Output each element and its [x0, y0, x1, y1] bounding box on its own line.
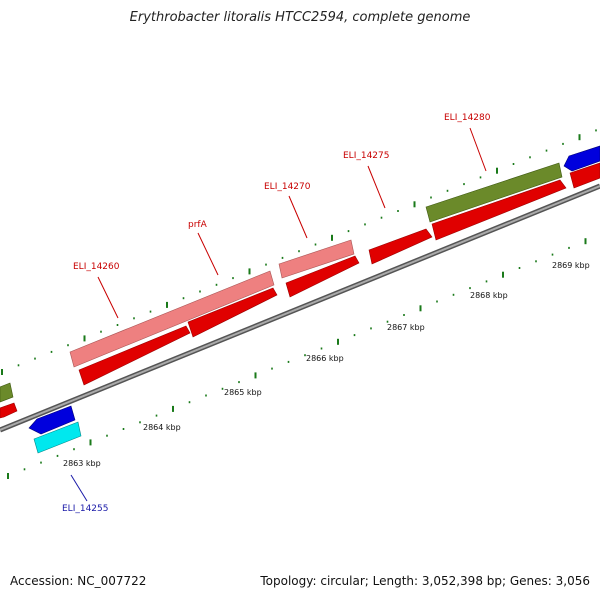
leader-eli-14280 — [469, 127, 487, 172]
ruler-label-2866: 2866 kbp — [306, 354, 344, 363]
gene-label-eli-14275[interactable]: ELI_14275 — [343, 151, 390, 161]
cds-arrow-prfa[interactable] — [187, 287, 278, 338]
cds-arrow[interactable] — [0, 402, 18, 419]
gene-label-eli-14270[interactable]: ELI_14270 — [264, 182, 311, 192]
leader-eli-14270 — [288, 195, 308, 239]
gene-labels: ELI_14255 ELI_14260 prfA ELI_14270 ELI_1… — [62, 113, 491, 514]
genome-summary-text: Topology: circular; Length: 3,052,398 bp… — [260, 574, 590, 588]
ruler-label-2864: 2864 kbp — [143, 423, 181, 432]
gene-label-eli-14255[interactable]: ELI_14255 — [62, 504, 109, 514]
leader-eli-14260 — [97, 276, 119, 319]
gene-label-eli-14260[interactable]: ELI_14260 — [73, 262, 120, 272]
cyan-feature-eli-14255[interactable] — [33, 421, 82, 454]
map-title: Erythrobacter litoralis HTCC2594, comple… — [129, 10, 471, 25]
cds-arrow-eli-14270[interactable] — [285, 255, 360, 298]
label-leaders — [70, 127, 487, 502]
outer-tick-row — [1, 129, 597, 375]
gene-label-eli-14280[interactable]: ELI_14280 — [444, 113, 491, 123]
inner-tick-row — [7, 238, 587, 479]
reverse-blue-arrow[interactable] — [563, 145, 600, 172]
upper-feature-track — [0, 145, 600, 403]
eli-14255-features — [28, 405, 82, 454]
accession-text: Accession: NC_007722 — [10, 574, 147, 588]
genome-backbone — [0, 183, 600, 433]
forward-cds-track — [0, 162, 600, 419]
olive-feature[interactable] — [0, 382, 14, 403]
cds-arrow-eli-14275[interactable] — [368, 228, 433, 265]
rna-bar-eli-14270[interactable] — [278, 239, 355, 279]
leader-eli-14275 — [367, 165, 386, 209]
olive-feature-eli-14280[interactable] — [425, 162, 563, 223]
rna-bar-eli-14260[interactable] — [69, 270, 275, 368]
cds-arrow-eli-14260[interactable] — [78, 325, 191, 386]
leader-prfa — [197, 232, 219, 276]
reverse-blue-arrow-eli-14255[interactable] — [28, 405, 76, 435]
ruler-label-2868: 2868 kbp — [470, 291, 508, 300]
ruler-label-2867: 2867 kbp — [387, 323, 425, 332]
cds-arrow[interactable] — [569, 162, 600, 189]
cds-arrow-eli-14280[interactable] — [431, 179, 567, 241]
gene-label-prfa[interactable]: prfA — [188, 220, 208, 230]
ruler-label-2869: 2869 kbp — [552, 261, 590, 270]
ruler-labels: 2863 kbp 2864 kbp 2865 kbp 2866 kbp 2867… — [63, 261, 590, 468]
ruler-label-2865: 2865 kbp — [224, 388, 262, 397]
ruler-label-2863: 2863 kbp — [63, 459, 101, 468]
leader-eli-14255 — [70, 474, 88, 502]
